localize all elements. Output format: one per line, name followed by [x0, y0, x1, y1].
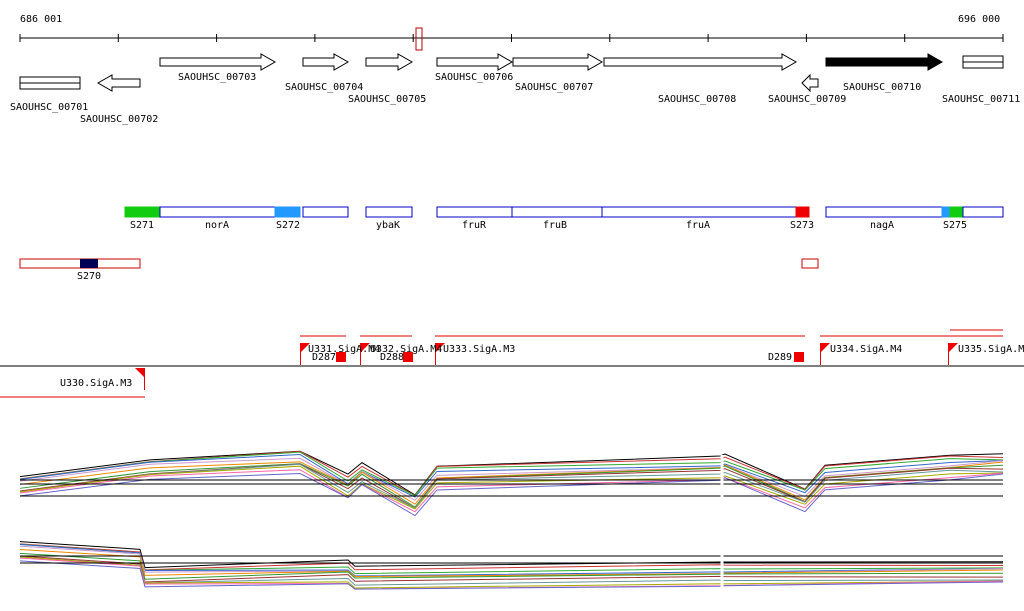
- region-box: [825, 206, 943, 218]
- promoter-flag: [820, 343, 830, 365]
- transcript-label: D287: [312, 352, 336, 363]
- gene-arrow: [365, 53, 414, 71]
- expression-trace: [19, 450, 1004, 497]
- terminator: [336, 352, 346, 362]
- gene-label: SAOUHSC_00709: [768, 94, 846, 105]
- region-label: S270: [77, 271, 101, 282]
- gene-arrow: [801, 73, 819, 93]
- region-box: [949, 206, 964, 218]
- region-label: nagA: [870, 220, 894, 231]
- gene-label: SAOUHSC_00704: [285, 82, 363, 93]
- transcript-label: D288: [380, 352, 404, 363]
- transcript-label: U335.SigA.M: [958, 344, 1024, 355]
- marker: [415, 27, 423, 51]
- region-label: fruA: [686, 220, 710, 231]
- promoter-flag: [300, 343, 310, 365]
- transcript-label: U333.SigA.M3: [443, 344, 515, 355]
- gene-label: SAOUHSC_00710: [843, 82, 921, 93]
- transcript-label: U330.SigA.M3: [60, 378, 132, 389]
- promoter-flag: [360, 343, 370, 365]
- gene-label: SAOUHSC_00701: [10, 102, 88, 113]
- region-label: fruB: [543, 220, 567, 231]
- expression-trace: [19, 548, 1004, 578]
- region-box: [365, 206, 413, 218]
- gene-label: SAOUHSC_00711: [942, 94, 1020, 105]
- gene-arrow: [603, 53, 798, 71]
- region-box: [801, 258, 819, 269]
- region-box: [436, 206, 513, 218]
- transcript-label: U334.SigA.M4: [830, 344, 902, 355]
- promoter-flag: [135, 368, 145, 390]
- gene-label: SAOUHSC_00703: [178, 72, 256, 83]
- expression-trace: [19, 541, 1004, 569]
- gene-arrow: [512, 53, 604, 71]
- promoter-flag: [435, 343, 445, 365]
- region-box: [274, 206, 301, 218]
- region-box: [962, 206, 1004, 218]
- region-label: S272: [276, 220, 300, 231]
- gene-label: SAOUHSC_00702: [80, 114, 158, 125]
- end-coordinate: 696 000: [958, 14, 1000, 25]
- gene-arrow: [96, 74, 141, 92]
- region-label: norA: [205, 220, 229, 231]
- transcript-label: D289: [768, 352, 792, 363]
- region-label: S273: [790, 220, 814, 231]
- gene-arrow: [436, 53, 514, 71]
- expression-trace: [19, 457, 1004, 501]
- region-box: [80, 259, 98, 268]
- transcript-label: U331.SigA.M4: [308, 344, 380, 355]
- region-label: fruR: [462, 220, 487, 231]
- region-box: [601, 206, 797, 218]
- terminator: [403, 352, 413, 362]
- region-box: [159, 206, 276, 218]
- gene-arrow: [159, 53, 277, 71]
- gene-arrow: [302, 53, 350, 71]
- gene-label: SAOUHSC_00707: [515, 82, 593, 93]
- region-box: [795, 206, 810, 218]
- gene-label: SAOUHSC_00706: [435, 72, 513, 83]
- expression-trace: [19, 543, 1004, 571]
- gene-label: SAOUHSC_00708: [658, 94, 736, 105]
- region-label: ybaK: [376, 220, 400, 231]
- region-box: [511, 206, 603, 218]
- region-label: S275: [943, 220, 967, 231]
- promoter-flag: [948, 343, 958, 365]
- terminator: [794, 352, 804, 362]
- expression-trace: [19, 469, 1004, 513]
- transcript-label: U332.SigA.M4: [370, 344, 442, 355]
- expression-trace: [19, 453, 1004, 498]
- region-label: S271: [130, 220, 154, 231]
- expression-trace: [19, 560, 1004, 590]
- gene-label: SAOUHSC_00705: [348, 94, 426, 105]
- region-box: [124, 206, 161, 218]
- start-coordinate: 686 001: [20, 14, 62, 25]
- expression-trace: [19, 473, 1004, 517]
- expression-trace: [19, 461, 1004, 505]
- expression-trace: [19, 451, 1004, 497]
- gene-arrow: [825, 53, 944, 71]
- region-box: [941, 206, 951, 218]
- region-box: [302, 206, 349, 218]
- expression-trace: [19, 552, 1004, 580]
